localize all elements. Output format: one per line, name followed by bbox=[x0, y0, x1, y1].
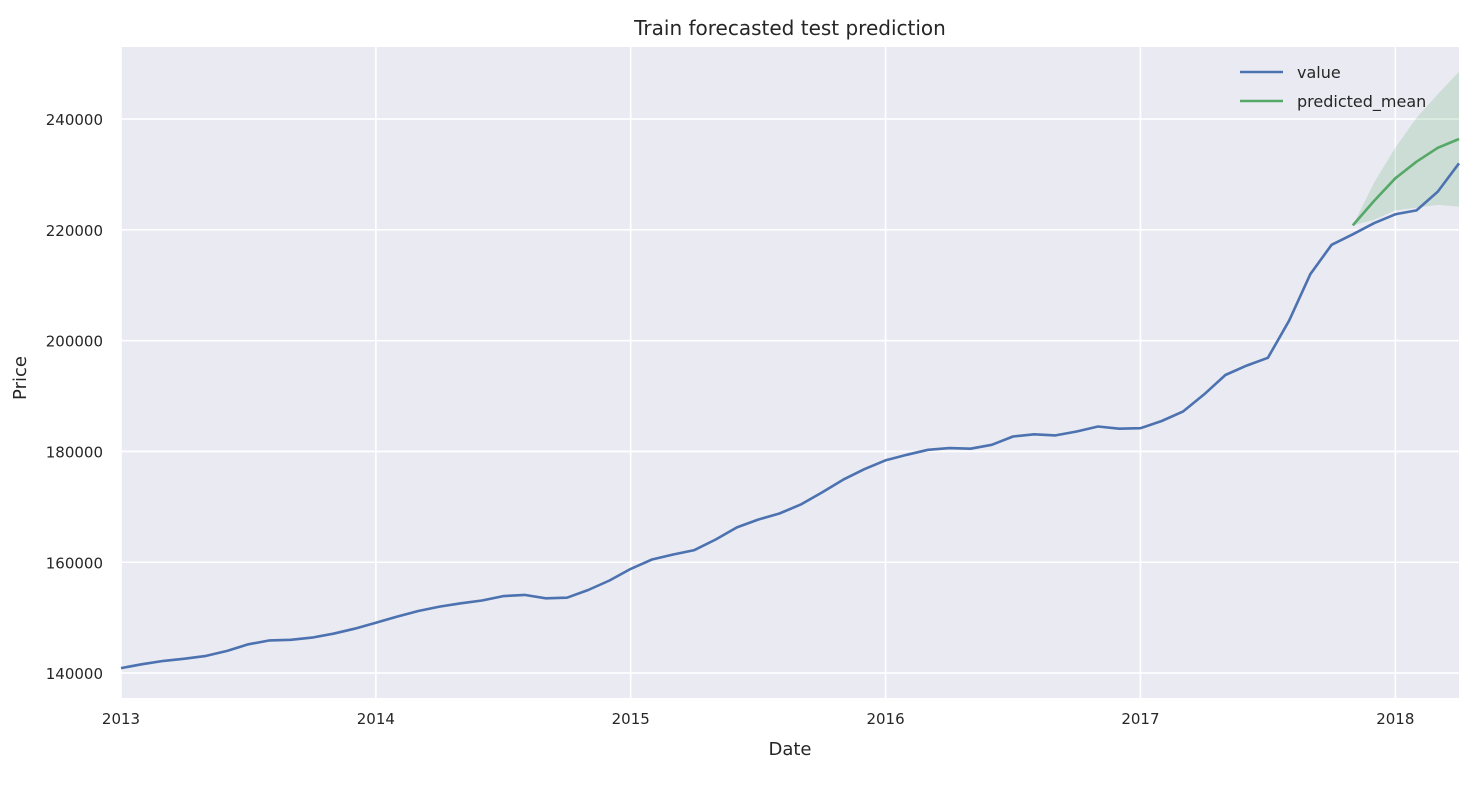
legend-label-predicted-mean: predicted_mean bbox=[1297, 92, 1426, 112]
legend-label-value: value bbox=[1297, 63, 1341, 82]
x-tick-label: 2018 bbox=[1376, 710, 1414, 728]
legend: value predicted_mean bbox=[1240, 63, 1426, 112]
x-tick-label: 2016 bbox=[866, 710, 904, 728]
y-tick-label: 200000 bbox=[46, 333, 103, 351]
x-tick-label: 2013 bbox=[102, 710, 140, 728]
plot-background bbox=[121, 47, 1459, 698]
y-tick-label: 240000 bbox=[46, 111, 103, 129]
x-tick-label: 2017 bbox=[1121, 710, 1159, 728]
y-tick-labels: 140000 160000 180000 200000 220000 240000 bbox=[46, 111, 103, 683]
y-axis-label: Price bbox=[10, 356, 31, 400]
y-gridlines bbox=[121, 118, 1459, 674]
x-axis-label: Date bbox=[768, 739, 811, 760]
x-tick-labels: 2013 2014 2015 2016 2017 2018 bbox=[102, 710, 1414, 728]
y-tick-label: 140000 bbox=[46, 665, 103, 683]
x-tick-label: 2015 bbox=[612, 710, 650, 728]
x-tick-label: 2014 bbox=[357, 710, 395, 728]
series-line-predicted-mean bbox=[1351, 137, 1460, 227]
y-tick-label: 160000 bbox=[46, 554, 103, 572]
series-line-value bbox=[120, 162, 1461, 670]
y-tick-label: 220000 bbox=[46, 222, 103, 240]
confidence-band bbox=[1352, 71, 1459, 226]
chart-title: Train forecasted test prediction bbox=[633, 16, 946, 40]
y-tick-label: 180000 bbox=[46, 443, 103, 461]
x-gridlines bbox=[120, 47, 1397, 698]
